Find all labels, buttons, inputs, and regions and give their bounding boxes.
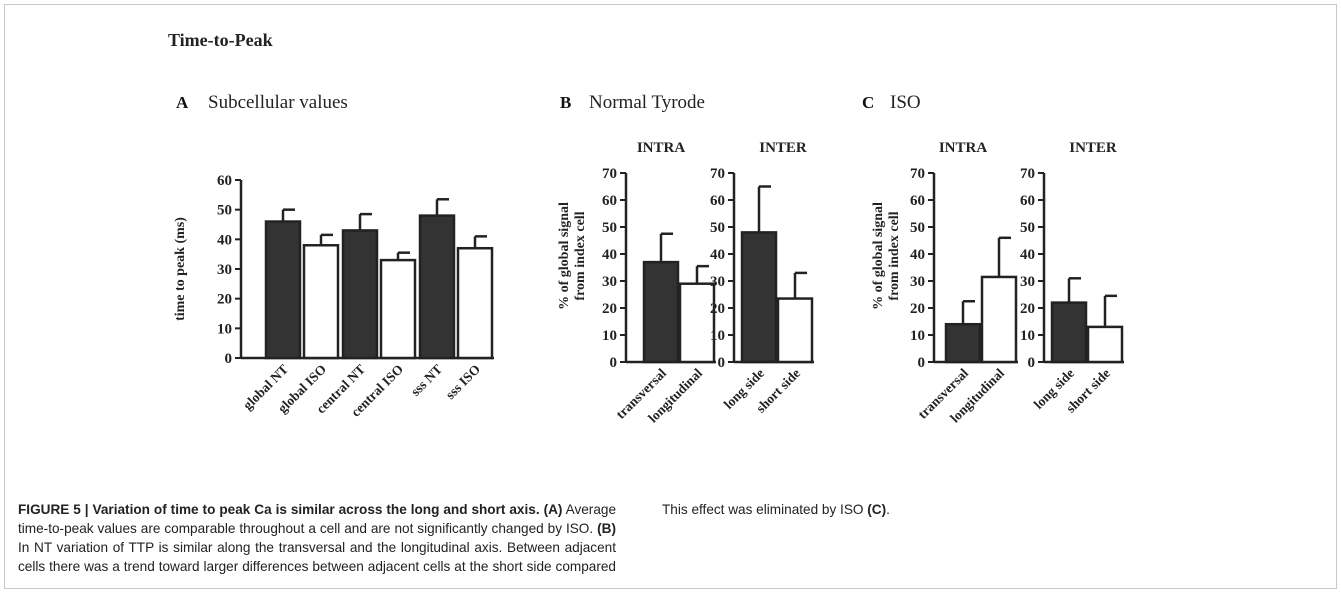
panel-b-letter: B <box>560 93 571 112</box>
y-tick-label: 30 <box>602 274 617 290</box>
figure-canvas: Time-to-Peak A Subcellular values B Norm… <box>168 30 1124 425</box>
y-axis-label: time to peak (ms) <box>173 217 188 321</box>
y-tick-label: 0 <box>610 355 618 371</box>
y-axis-label: % of global signalfrom index cell <box>871 202 902 310</box>
bar-long-side <box>1050 301 1088 364</box>
caption-text-b: In NT variation of TTP is similar along … <box>18 540 616 574</box>
y-tick-label: 50 <box>1020 220 1035 236</box>
caption-ref-c-cont: (C) <box>867 502 887 517</box>
caption-text-b-cont: In NT variation of TTP is similar along … <box>662 502 864 517</box>
y-tick-label: 10 <box>602 328 617 344</box>
bar-central-iso <box>379 258 417 360</box>
y-tick-label: 60 <box>602 193 617 209</box>
y-tick-label: 10 <box>910 328 925 344</box>
figure-frame <box>4 4 1337 589</box>
y-tick-label: 70 <box>910 166 925 182</box>
caption-text-a: Average time-to-peak values are comparab… <box>18 502 616 536</box>
y-tick-label: 60 <box>710 193 725 209</box>
y-tick-label: 40 <box>602 247 617 263</box>
chart-title: INTER <box>759 140 807 156</box>
bar-global-iso <box>302 244 340 360</box>
y-tick-label: 30 <box>217 262 232 278</box>
chart-title: INTRA <box>637 140 686 156</box>
y-tick-label: 20 <box>710 301 725 317</box>
y-tick-label: 70 <box>602 166 617 182</box>
y-tick-label: 20 <box>1020 301 1035 317</box>
y-tick-label: 20 <box>602 301 617 317</box>
y-tick-label: 0 <box>918 355 926 371</box>
chart-title: INTRA <box>939 140 988 156</box>
chart-c-intra: INTRA % of global signalfrom index cell 0 1… <box>871 140 1018 425</box>
category-label: sss NT <box>408 362 445 399</box>
y-tick-label: 50 <box>602 220 617 236</box>
y-tick-label: 30 <box>910 274 925 290</box>
y-tick-label: 30 <box>1020 274 1035 290</box>
y-tick-label: 40 <box>910 247 925 263</box>
bar-transversal <box>944 322 982 364</box>
chart-b-intra: INTRA % of global signalfrom index cell 0 1… <box>557 140 716 425</box>
y-tick-label: 30 <box>710 274 725 290</box>
figure-title: Time-to-Peak <box>168 30 273 50</box>
bar-long-side <box>740 231 778 364</box>
y-axis-label-line: % of global signal <box>557 202 572 310</box>
panel-b-title: Normal Tyrode <box>589 92 705 113</box>
y-tick-label: 10 <box>217 321 232 337</box>
bar-transversal <box>642 260 680 364</box>
bar-global-nt <box>264 220 302 360</box>
y-axis-label-line: from index cell <box>573 211 588 300</box>
caption-ref-a: (A) <box>543 502 563 517</box>
y-tick-label: 40 <box>710 247 725 263</box>
y-axis-label-line: from index cell <box>887 211 902 300</box>
panel-c-title: ISO <box>890 92 921 113</box>
y-axis-label-line: % of global signal <box>871 202 886 310</box>
y-tick-label: 70 <box>710 166 725 182</box>
bar-short-side <box>1086 325 1124 364</box>
panel-c-letter: C <box>862 93 874 112</box>
y-tick-label: 0 <box>225 351 233 367</box>
caption-ref-b: (B) <box>597 521 616 536</box>
y-tick-label: 50 <box>910 220 925 236</box>
panel-a-letter: A <box>176 93 189 112</box>
y-tick-label: 50 <box>710 220 725 236</box>
y-tick-label: 0 <box>718 355 726 371</box>
y-tick-label: 0 <box>1028 355 1036 371</box>
y-tick-label: 70 <box>1020 166 1035 182</box>
caption-right-column: FIGURE 5 | Variation of time to peak Ca … <box>662 500 1320 576</box>
category-label: sss ISO <box>443 362 484 403</box>
bar-longitudinal <box>980 275 1018 364</box>
y-tick-label: 50 <box>217 203 232 219</box>
panel-a-title: Subcellular values <box>208 92 348 113</box>
y-tick-label: 60 <box>910 193 925 209</box>
bar-longitudinal <box>678 282 716 364</box>
bar-sss-iso <box>456 246 494 360</box>
caption-fig-label: FIGURE 5 | <box>18 502 93 517</box>
y-tick-label: 10 <box>1020 328 1035 344</box>
chart-title: INTER <box>1069 140 1117 156</box>
y-tick-label: 40 <box>217 232 232 248</box>
caption-end-cont: . <box>886 502 890 517</box>
caption-left-column: FIGURE 5 | Variation of time to peak Ca … <box>18 500 616 576</box>
y-tick-label: 40 <box>1020 247 1035 263</box>
y-tick-label: 20 <box>910 301 925 317</box>
y-tick-label: 60 <box>1020 193 1035 209</box>
caption-bold-title: Variation of time to peak Ca is similar … <box>92 502 540 517</box>
y-tick-label: 60 <box>217 173 232 189</box>
bar-short-side <box>776 297 814 364</box>
y-tick-label: 10 <box>710 328 725 344</box>
y-tick-label: 20 <box>217 292 232 308</box>
y-axis-label: % of global signalfrom index cell <box>557 202 588 310</box>
bar-sss-nt <box>418 214 456 360</box>
bar-central-nt <box>341 229 379 360</box>
